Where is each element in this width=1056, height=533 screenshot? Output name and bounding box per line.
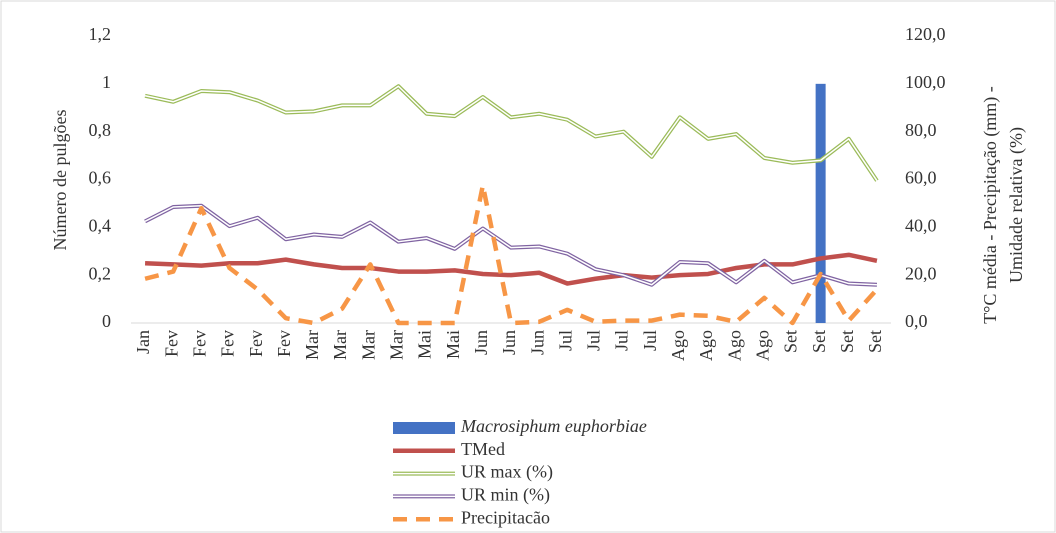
y2-tick-label: 60,0 [905,168,937,188]
x-tick-label: Jun [499,330,519,355]
x-tick-label: Jul [640,330,660,351]
x-tick-label: Fev [218,330,238,357]
y2-tick-label: 120,0 [905,24,946,44]
legend-label: UR max (%) [461,462,553,483]
x-tick-label: Fev [189,330,209,357]
y2-tick-label: 100,0 [905,72,946,92]
x-tick-label: Set [837,330,857,353]
y2-tick-label: 80,0 [905,120,937,140]
y-axis-title: Número de pulgões [50,110,70,251]
x-tick-label: Fev [274,330,294,357]
legend-label: TMed [461,439,505,459]
x-tick-label: Mar [302,330,322,360]
y2-tick-label: 20,0 [905,263,937,283]
x-tick-label: Set [781,330,801,353]
legend-label: Precipitacão [461,507,550,527]
y2-axis-title: Umidade relativa (%) [1006,127,1027,283]
x-tick-label: Jun [527,330,547,355]
x-tick-label: Jun [471,330,491,355]
x-tick-label: Mai [415,330,435,359]
line-series [144,203,878,287]
legend-swatch [393,422,455,434]
x-tick-label: Mar [387,330,407,360]
x-tick-label: Jul [555,330,575,351]
line-series-inner [144,205,877,286]
y-tick-label: 0,6 [89,168,112,188]
x-tick-label: Fev [161,330,181,357]
x-tick-label: Mar [330,330,350,360]
y2-tick-label: 0,0 [905,311,928,331]
y-tick-label: 0,2 [89,263,112,283]
y-tick-label: 0 [102,311,111,331]
x-tick-label: Ago [696,330,716,361]
x-tick-label: Fev [246,330,266,357]
x-tick-label: Set [865,330,885,353]
x-tick-label: Ago [752,330,772,361]
x-tick-label: Ago [668,330,688,361]
y-tick-label: 1 [102,72,111,92]
x-tick-label: Set [809,330,829,353]
x-tick-label: Mai [443,330,463,359]
y2-tick-label: 40,0 [905,215,937,235]
y-tick-label: 0,8 [89,120,112,140]
y-tick-label: 1,2 [89,24,112,44]
legend-label: Macrosiphum euphorbiae [460,416,647,436]
x-tick-label: Jul [612,330,632,351]
x-tick-label: Jul [584,330,604,351]
line-series-inner [144,85,878,182]
bar [815,83,826,323]
legend-label: UR min (%) [461,485,550,506]
line-series [144,252,878,286]
y-tick-label: 0,4 [89,215,112,235]
x-tick-label: Mar [358,330,378,360]
x-tick-label: Ago [724,330,744,361]
y2-axis-title: T°C média - Precipitação (mm) - [980,86,1001,324]
line-series [144,183,879,326]
x-tick-label: Jan [133,330,153,354]
